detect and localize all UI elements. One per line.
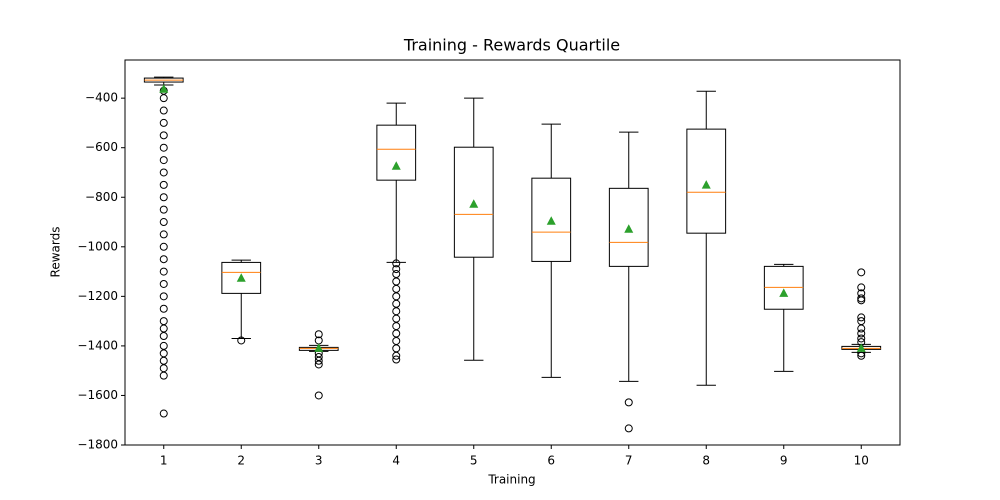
x-tick-label: 5	[470, 454, 478, 468]
box	[453, 146, 494, 258]
flier	[624, 424, 633, 433]
x-tick-label: 3	[315, 454, 323, 468]
y-tick-label: −800	[85, 190, 118, 204]
mean-marker	[314, 343, 324, 352]
flier	[159, 94, 168, 103]
y-axis-label: Rewards	[49, 227, 63, 278]
box	[686, 128, 727, 234]
box	[376, 124, 417, 181]
flier	[392, 259, 401, 268]
flier	[624, 398, 633, 407]
x-tick-label: 10	[854, 454, 869, 468]
flier	[314, 391, 323, 400]
flier	[159, 131, 168, 140]
flier	[314, 330, 323, 339]
flier	[159, 331, 168, 340]
flier	[857, 329, 866, 338]
flier	[159, 118, 168, 127]
mean-marker	[779, 288, 789, 297]
mean-marker	[469, 199, 479, 208]
x-tick-label: 8	[702, 454, 710, 468]
mean-marker	[236, 273, 246, 282]
flier	[857, 283, 866, 292]
x-tick-label: 1	[160, 454, 168, 468]
plot-frame	[124, 59, 901, 446]
flier	[159, 156, 168, 165]
mean-marker	[546, 216, 556, 225]
box	[531, 177, 572, 262]
flier	[159, 205, 168, 214]
flier	[159, 180, 168, 189]
flier	[392, 351, 401, 360]
x-axis-label: Training	[487, 473, 535, 487]
flier	[159, 218, 168, 227]
box	[221, 261, 262, 294]
flier	[159, 292, 168, 301]
y-tick-label: −1600	[77, 388, 118, 402]
mean-marker	[391, 161, 401, 170]
y-tick-label: −600	[85, 140, 118, 154]
flier	[857, 294, 866, 303]
mean-marker	[159, 84, 169, 93]
x-tick-label: 9	[780, 454, 788, 468]
mean-marker	[701, 180, 711, 189]
flier	[159, 255, 168, 264]
y-tick-label: −1800	[77, 438, 118, 452]
flier	[159, 143, 168, 152]
mean-marker	[856, 343, 866, 352]
flier	[159, 279, 168, 288]
flier	[392, 265, 401, 274]
x-tick-label: 6	[547, 454, 555, 468]
flier	[857, 268, 866, 277]
x-tick-label: 7	[625, 454, 633, 468]
flier	[857, 324, 866, 333]
flier	[159, 230, 168, 239]
flier	[159, 106, 168, 115]
flier	[314, 356, 323, 365]
y-tick-label: −400	[85, 91, 118, 105]
mean-marker	[624, 224, 634, 233]
y-tick-label: −1400	[77, 338, 118, 352]
flier	[159, 371, 168, 380]
flier	[159, 304, 168, 313]
y-tick-label: −1200	[77, 289, 118, 303]
flier	[159, 193, 168, 202]
flier	[314, 360, 323, 369]
y-tick-label: −1000	[77, 239, 118, 253]
x-tick-label: 4	[392, 454, 400, 468]
flier	[159, 242, 168, 251]
flier	[857, 334, 866, 343]
x-tick-label: 2	[237, 454, 245, 468]
flier	[159, 409, 168, 418]
flier	[857, 296, 866, 305]
flier	[237, 336, 246, 345]
flier	[159, 168, 168, 177]
chart-title: Training - Rewards Quartile	[403, 36, 620, 55]
flier	[857, 351, 866, 360]
flier	[159, 267, 168, 276]
flier	[857, 313, 866, 322]
flier	[392, 355, 401, 364]
box	[608, 187, 649, 267]
